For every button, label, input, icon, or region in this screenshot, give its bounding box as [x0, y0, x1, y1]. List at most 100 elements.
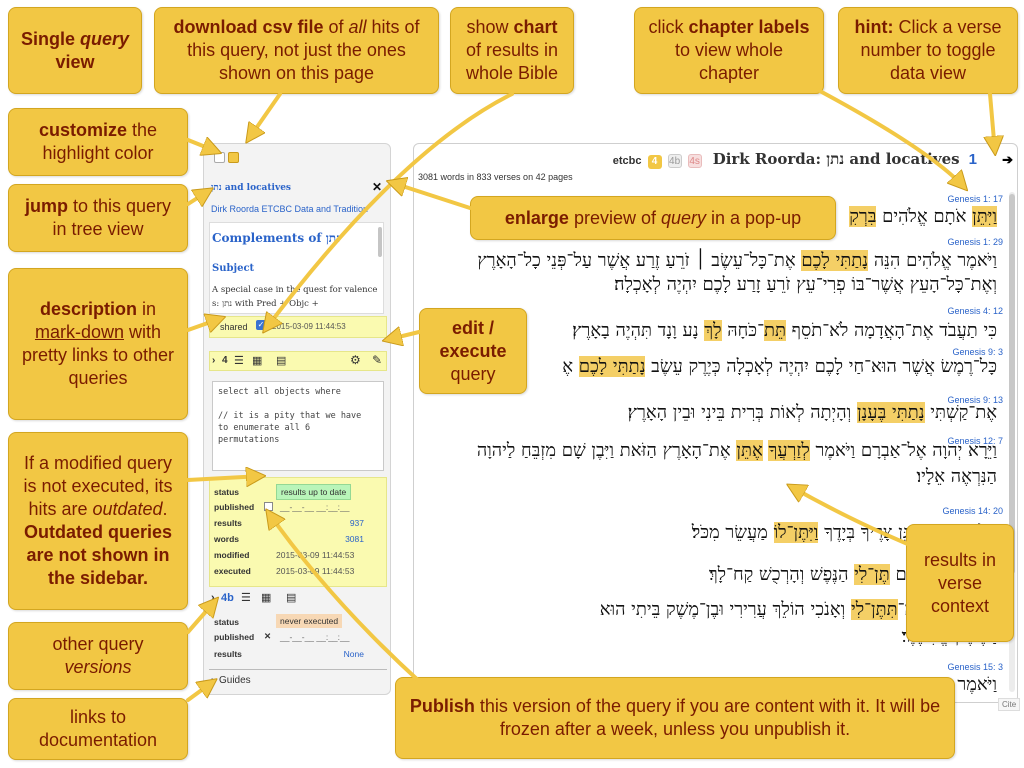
- callout-text: enlarge: [504, 207, 569, 228]
- callout-text: outdated: [92, 499, 163, 519]
- results-value[interactable]: 937: [349, 518, 364, 528]
- highlighted-hit: תֶּן־לִי: [854, 564, 890, 585]
- query-sidebar: נתן and locatives ✕ Dirk Roorda ETCBC Da…: [203, 143, 391, 695]
- panel-scrollbar-thumb[interactable]: [1009, 194, 1015, 574]
- query-title-link[interactable]: נתן and locatives: [211, 183, 291, 193]
- divider: [209, 669, 387, 670]
- version-badge-4b[interactable]: 4b: [667, 154, 682, 168]
- highlighted-hit: נָתַתִּי לָכֶם: [578, 356, 646, 377]
- verse-reference-link[interactable]: Genesis 15: 3: [947, 662, 1003, 672]
- verse-reference-link[interactable]: Genesis 14: 20: [942, 506, 1003, 516]
- verse-text: וְאֶת־כָּל־הָעֵץ אֲשֶׁר־בּוֹ פְרִי־עֵץ ז…: [614, 274, 997, 295]
- callout-text: this version of the query if you are con…: [474, 696, 941, 739]
- list-icon[interactable]: ☰: [234, 355, 244, 367]
- description-heading[interactable]: Complements of נתן: [212, 231, 340, 245]
- verse-text-segment: אֶ: [562, 356, 579, 377]
- version2-table-icon[interactable]: ▦: [261, 592, 272, 604]
- expand-icon[interactable]: ✕: [372, 180, 383, 194]
- highlighted-hit: בִּרְקִ: [849, 206, 877, 227]
- highlight-color-off-swatch[interactable]: [214, 152, 225, 163]
- callout-text: execute: [439, 340, 507, 361]
- verse-reference-link[interactable]: Genesis 9: 13: [947, 395, 1003, 405]
- chart-icon[interactable]: ▤: [276, 355, 287, 367]
- highlighted-hit: וַיִּתֶּן־לוֹ: [773, 522, 819, 543]
- status2-badge: never executed: [276, 614, 343, 628]
- callout-text: query: [450, 363, 496, 384]
- verse-text-segment: כָּל־רֶמֶשׂ אֲשֶׁר הוּא־חַי לָכֶם יִהְיֶ…: [645, 356, 997, 377]
- author-line[interactable]: Dirk Roorda ETCBC Data and Tradition: [211, 204, 369, 214]
- settings-gear-icon[interactable]: ⚙: [350, 353, 361, 367]
- callout-download-csv: download csv file of all hits of this qu…: [154, 7, 439, 94]
- verse-text: כָּל־רֶמֶשׂ אֲשֶׁר הוּא־חַי לָכֶם יִהְיֶ…: [562, 356, 997, 377]
- version-label[interactable]: 4: [222, 355, 228, 366]
- callout-text: download csv file: [173, 17, 324, 37]
- executed-value: 2015-03-09 11:44:53: [276, 566, 355, 576]
- shared-bar: › shared ✓ 2015-03-09 11:44:53: [209, 316, 387, 338]
- highlighted-hit: אֶתֵּן: [736, 440, 763, 461]
- collapse-chevron-icon[interactable]: ›: [212, 322, 215, 332]
- words-value[interactable]: 3081: [345, 534, 364, 544]
- version-chevron-icon[interactable]: ›: [212, 355, 216, 366]
- table-icon[interactable]: ▦: [252, 355, 263, 367]
- callout-text: all: [348, 17, 367, 37]
- version2-chevron-icon[interactable]: ›: [211, 592, 215, 604]
- callout-text: customize: [38, 120, 127, 140]
- description-text-2: s: נתן with Pred + Objc +: [212, 299, 319, 309]
- highlight-color-swatch[interactable]: [228, 152, 239, 163]
- code-line-1: select all objects where: [218, 387, 341, 397]
- callout-edit-execute: edit / execute query: [419, 308, 527, 394]
- callout-text: jump: [24, 196, 68, 216]
- guides-chevron-icon[interactable]: ›: [211, 675, 215, 686]
- callout-text: in: [137, 299, 157, 319]
- verse-reference-link[interactable]: Genesis 4: 12: [947, 306, 1003, 316]
- results2-value: None: [343, 649, 364, 659]
- callout-outdated: If a modified query is not executed, its…: [8, 432, 188, 610]
- cite-button[interactable]: Cite: [998, 698, 1021, 711]
- results2-label: results: [214, 649, 242, 659]
- version2-list-icon[interactable]: ☰: [241, 592, 251, 604]
- verse-reference-link[interactable]: Genesis 1: 29: [947, 237, 1003, 247]
- callout-text: in a pop-up: [706, 207, 802, 228]
- verse-text: כִּי תַעֲבֹד אֶת־הָאֲדָמָה לֹא־תֹסֵף תֵּ…: [572, 320, 997, 341]
- version2-label[interactable]: 4b: [221, 592, 234, 604]
- callout-text: Single: [20, 28, 80, 49]
- verse-reference-link[interactable]: Genesis 9: 3: [952, 347, 1003, 357]
- callout-text: other query: [52, 634, 144, 654]
- version-badge-4s[interactable]: 4s: [687, 154, 702, 168]
- version-toolbar: › 4 ☰ ▦ ▤ ⚙ ✎: [209, 351, 387, 371]
- shared-date: 2015-03-09 11:44:53: [272, 322, 346, 331]
- callout-text: the highlight color: [42, 120, 158, 163]
- words-label: words: [214, 534, 240, 544]
- description-box: Complements of נתן Subject A special cas…: [209, 222, 384, 314]
- published-label: published: [214, 502, 255, 512]
- guides-link[interactable]: Guides: [219, 675, 251, 686]
- verse-text: אֶת־קַשְׁתִּי נָתַתִּי בֶּעָנָן וְהָיְתָ…: [628, 402, 997, 423]
- next-page-arrow-icon[interactable]: ➔: [1002, 152, 1013, 167]
- page-number[interactable]: 1: [968, 151, 977, 168]
- verse-text-segment: וַיֹּאמֶר אֱלֹהִים הִנֵּה: [868, 250, 997, 271]
- verse-text-segment: וְאָנֹכִי הוֹלֵךְ עֲרִירִי וּבֶן־מֶשֶׁק …: [599, 599, 851, 620]
- query-code-editor[interactable]: select all objects where // it is a pity…: [212, 381, 384, 471]
- verse-text-segment: וְהָיְתָה לְאוֹת בְּרִית בֵּינִי וּבֵין …: [627, 402, 857, 423]
- results-label: results: [214, 518, 242, 528]
- callout-text: hint:: [854, 17, 894, 37]
- code-line-4: permutations: [218, 435, 280, 445]
- version2-chart-icon[interactable]: ▤: [286, 592, 297, 604]
- version-badge-4[interactable]: 4: [647, 155, 662, 169]
- verse-text: וַיִּתֵּן אֹתָם אֱלֹהִים בִּרְקִ: [849, 206, 997, 227]
- callout-text: show: [466, 17, 514, 37]
- shared-checkbox[interactable]: ✓: [256, 320, 266, 330]
- edit-pencil-icon[interactable]: ✎: [372, 353, 383, 367]
- description-scrollbar[interactable]: [378, 227, 382, 257]
- modified-label: modified: [214, 550, 250, 560]
- verse-text-segment: אֹתָם אֱלֹהִים: [876, 206, 973, 227]
- callout-chapter-labels: click chapter labels to view whole chapt…: [634, 7, 824, 94]
- publish-checkbox[interactable]: [264, 502, 273, 511]
- verse-text: וַיֹּאמֶר אֱלֹהִים הִנֵּה נָתַתִּי לָכֶם…: [477, 250, 997, 271]
- verse-reference-link[interactable]: Genesis 12: 7: [947, 436, 1003, 446]
- verse-reference-link[interactable]: Genesis 1: 17: [947, 194, 1003, 204]
- source-label: etcbc: [612, 155, 642, 167]
- executed-label: executed: [214, 566, 251, 576]
- callout-text: Publish: [409, 696, 475, 716]
- highlighted-hit: תֵּת: [763, 320, 786, 341]
